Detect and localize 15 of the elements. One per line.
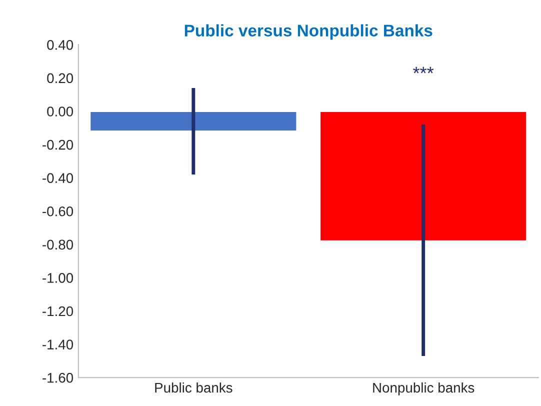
y-tick-label: -1.20 bbox=[42, 306, 74, 316]
x-tick-label: Public banks bbox=[155, 382, 232, 393]
y-tick-label: 0.20 bbox=[47, 73, 74, 84]
annotation: *** bbox=[413, 66, 434, 74]
y-tick-label: -1.60 bbox=[42, 372, 74, 383]
y-tick-label: 0.00 bbox=[47, 106, 74, 116]
x-tick-label: Nonpublic banks bbox=[373, 382, 474, 396]
y-tick-label: -0.20 bbox=[42, 140, 74, 150]
y-tick-label: -0.80 bbox=[42, 240, 74, 250]
y-tick-label: -0.40 bbox=[42, 173, 74, 183]
chart-title: Public versus Nonpublic Banks bbox=[184, 24, 432, 40]
y-tick-label: -1.00 bbox=[42, 273, 74, 283]
y-tick-label: -1.40 bbox=[42, 340, 74, 350]
y-tick-label: -0.60 bbox=[42, 206, 74, 216]
y-tick-label: 0.40 bbox=[47, 40, 74, 50]
